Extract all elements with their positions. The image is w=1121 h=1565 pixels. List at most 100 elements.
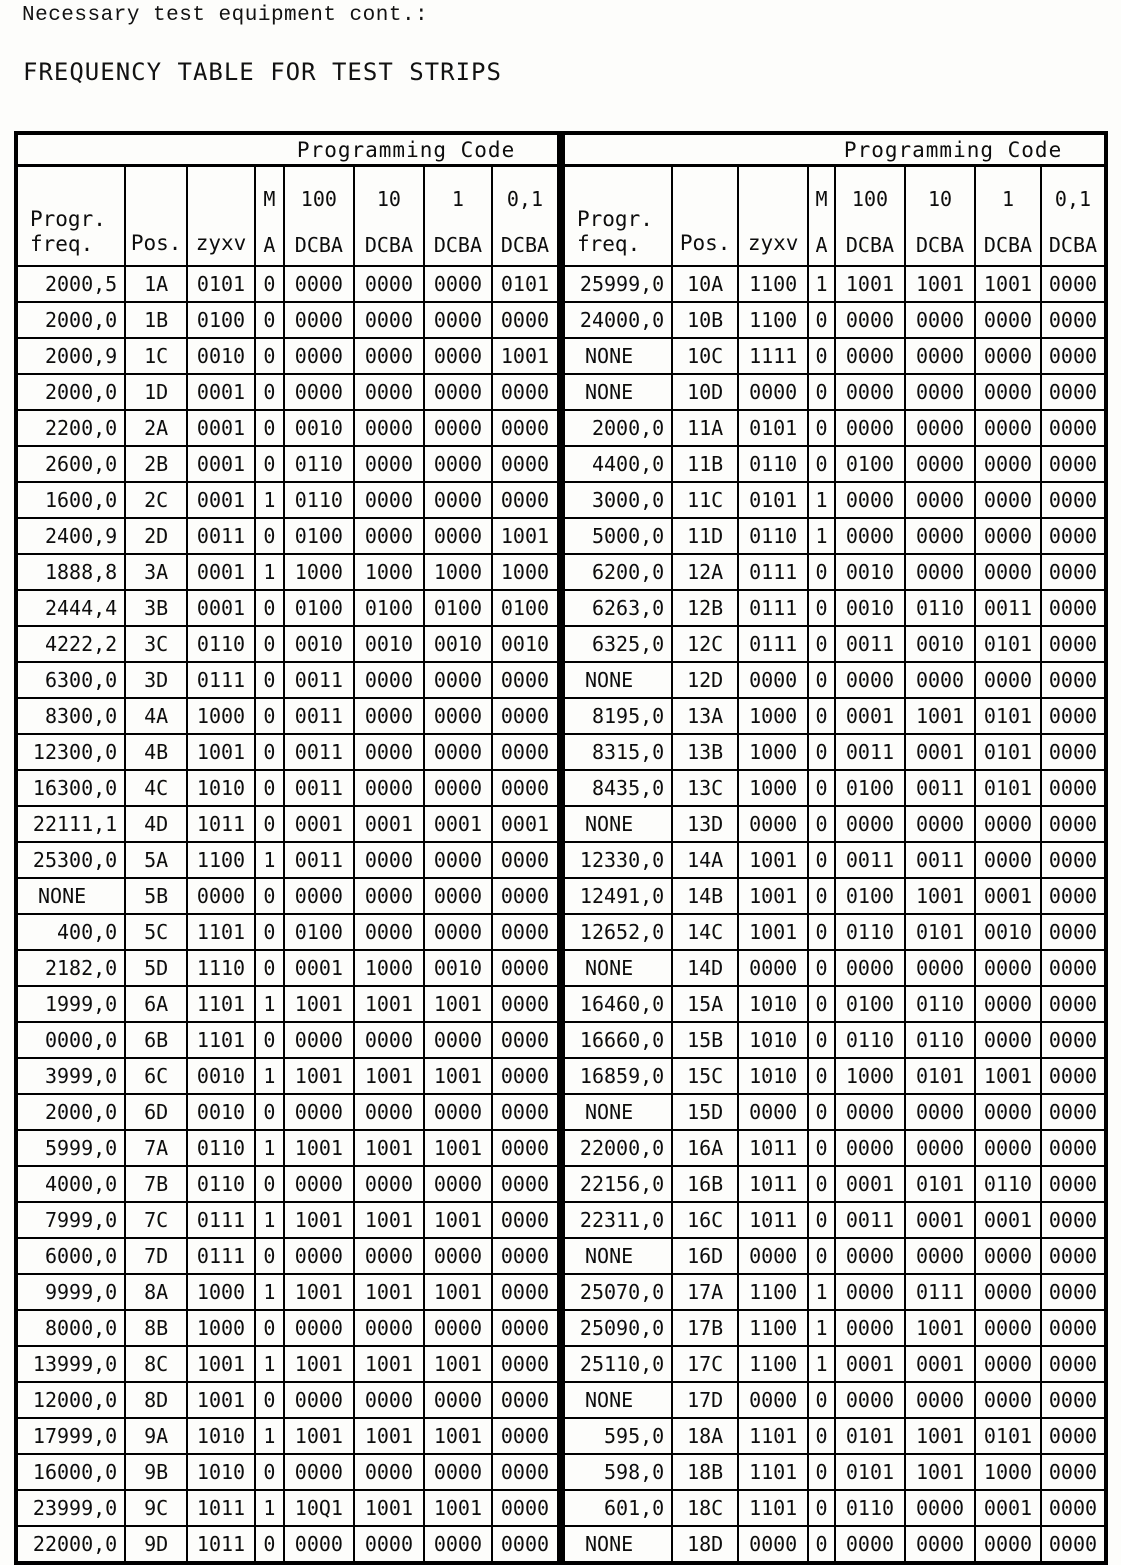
- cell-zyxv: 0111: [737, 625, 810, 663]
- table-row: NONE 12D 0000 0 0000 0000 0000 0000: [561, 661, 1108, 699]
- table-row: 1888,8 3A 0001 1 1000 1000 1000 1000: [14, 553, 561, 591]
- cell-code-1: 0000: [422, 733, 493, 771]
- cell-code-100: 1001: [282, 1201, 355, 1239]
- col-header-pos: Pos.: [671, 164, 740, 267]
- cell-code-100: 0101: [833, 1417, 907, 1455]
- cell-ma: 0: [254, 1021, 285, 1059]
- cell-code-10: 0000: [352, 1093, 425, 1131]
- cell-zyxv: 0010: [186, 1093, 256, 1131]
- cell-pos: 14B: [671, 877, 740, 915]
- cell-freq: 2000,0: [14, 1093, 127, 1131]
- cell-zyxv: 1111: [737, 337, 810, 375]
- cell-code-1: 0000: [422, 697, 493, 735]
- cell-code-100: 0000: [833, 949, 907, 987]
- cell-zyxv: 0000: [737, 1093, 810, 1131]
- cell-code-1: 0000: [974, 949, 1042, 987]
- cell-pos: 7B: [124, 1165, 189, 1203]
- cell-code-100: 1001: [282, 1129, 355, 1167]
- cell-freq: 17999,0: [14, 1417, 127, 1455]
- cell-code-100: 1001: [833, 265, 907, 303]
- cell-ma: 1: [254, 553, 285, 591]
- cell-zyxv: 0000: [737, 805, 810, 843]
- cell-code-01: 0000: [1039, 913, 1108, 951]
- cell-freq: 22000,0: [561, 1129, 674, 1167]
- cell-pos: 1C: [124, 337, 189, 375]
- table-row: 9999,0 8A 1000 1 1001 1001 1001 0000: [14, 1273, 561, 1311]
- cell-ma: 0: [807, 841, 836, 879]
- col-header-1: 1 DCBA: [422, 164, 493, 267]
- cell-ma: 0: [807, 733, 836, 771]
- cell-code-100: 1001: [282, 1417, 355, 1455]
- cell-code-100: 0000: [282, 1165, 355, 1203]
- cell-pos: 9C: [124, 1489, 189, 1527]
- cell-zyxv: 0101: [186, 265, 256, 303]
- cell-code-100: 0100: [833, 985, 907, 1023]
- cell-ma: 0: [807, 589, 836, 627]
- cell-code-01: 0000: [490, 1201, 561, 1239]
- cell-code-1: 0000: [422, 1309, 493, 1347]
- cell-ma: 0: [254, 1309, 285, 1347]
- cell-code-10: 0001: [903, 1201, 977, 1239]
- cell-code-1: 0000: [974, 409, 1042, 447]
- cell-code-10: 0000: [352, 697, 425, 735]
- cell-code-10: 0000: [352, 517, 425, 555]
- cell-code-100: 0010: [833, 553, 907, 591]
- cell-code-100: 1001: [282, 1345, 355, 1383]
- cell-zyxv: 1001: [737, 913, 810, 951]
- cell-freq: 13999,0: [14, 1345, 127, 1383]
- cell-code-10: 1001: [352, 1345, 425, 1383]
- table-row: 8435,0 13C 1000 0 0100 0011 0101 0000: [561, 769, 1108, 807]
- cell-pos: 9A: [124, 1417, 189, 1455]
- cell-freq: 25070,0: [561, 1273, 674, 1311]
- cell-code-100: 0110: [282, 481, 355, 519]
- cell-code-10: 1001: [903, 1453, 977, 1491]
- cell-zyxv: 0110: [186, 1165, 256, 1203]
- table-row: NONE 13D 0000 0 0000 0000 0000 0000: [561, 805, 1108, 843]
- cell-ma: 0: [807, 337, 836, 375]
- cell-freq: NONE: [561, 1525, 674, 1564]
- cell-freq: 22000,0: [14, 1525, 127, 1564]
- cell-code-100: 0000: [833, 1273, 907, 1311]
- cell-code-100: 0011: [282, 733, 355, 771]
- cell-code-1: 0000: [422, 661, 493, 699]
- cell-pos: 5C: [124, 913, 189, 951]
- cell-ma: 0: [254, 877, 285, 915]
- table-row: 3999,0 6C 0010 1 1001 1001 1001 0000: [14, 1057, 561, 1095]
- cell-zyxv: 1011: [737, 1165, 810, 1203]
- cell-freq: 16300,0: [14, 769, 127, 807]
- cell-code-01: 0000: [490, 1093, 561, 1131]
- cell-zyxv: 1000: [737, 733, 810, 771]
- cell-code-1: 0000: [422, 769, 493, 807]
- table-row: NONE 18D 0000 0 0000 0000 0000 0000: [561, 1525, 1108, 1564]
- cell-code-01: 0000: [1039, 517, 1108, 555]
- cell-ma: 0: [254, 589, 285, 627]
- cell-code-01: 0100: [490, 589, 561, 627]
- cell-code-01: 0000: [1039, 1525, 1108, 1564]
- cell-ma: 0: [254, 445, 285, 483]
- cell-code-01: 0000: [1039, 1453, 1108, 1491]
- cell-zyxv: 1100: [737, 265, 810, 303]
- cell-zyxv: 1000: [186, 697, 256, 735]
- cell-freq: 2182,0: [14, 949, 127, 987]
- table-row: 2444,4 3B 0001 0 0100 0100 0100 0100: [14, 589, 561, 627]
- cell-code-01: 0000: [1039, 877, 1108, 915]
- cell-code-01: 0000: [1039, 589, 1108, 627]
- cell-code-100: 0110: [833, 913, 907, 951]
- cell-zyxv: 1000: [186, 1309, 256, 1347]
- cell-code-10: 0000: [903, 1525, 977, 1564]
- group-header-row: Programming Code: [562, 132, 1107, 167]
- cell-code-1: 0001: [974, 877, 1042, 915]
- table-row: 22000,0 16A 1011 0 0000 0000 0000 0000: [561, 1129, 1108, 1167]
- cell-zyxv: 0001: [186, 409, 256, 447]
- cell-code-100: 0000: [833, 517, 907, 555]
- cell-pos: 1A: [124, 265, 189, 303]
- cell-code-01: 0000: [1039, 1057, 1108, 1095]
- table-row: 8315,0 13B 1000 0 0011 0001 0101 0000: [561, 733, 1108, 771]
- cell-pos: 10C: [671, 337, 740, 375]
- cell-code-1: 0011: [974, 589, 1042, 627]
- cell-freq: 5000,0: [561, 517, 674, 555]
- cell-code-1: 1000: [974, 1453, 1042, 1491]
- cell-code-01: 0000: [1039, 1237, 1108, 1275]
- cell-pos: 5B: [124, 877, 189, 915]
- cell-code-100: 0011: [282, 697, 355, 735]
